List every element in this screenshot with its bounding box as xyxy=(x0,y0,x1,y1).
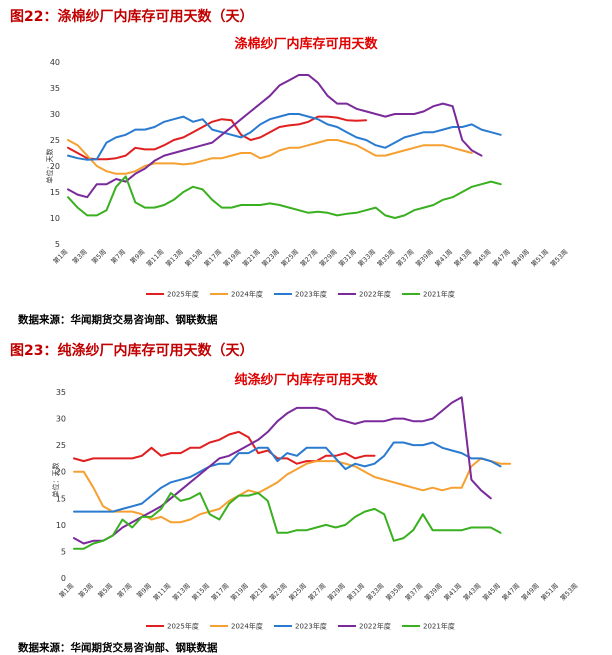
x-tick-label: 第43周 xyxy=(452,247,473,268)
y-tick-label: 25 xyxy=(50,136,60,145)
y-tick-label: 15 xyxy=(50,188,60,197)
y-tick-label: 30 xyxy=(56,415,66,424)
x-tick-label: 第33周 xyxy=(364,581,385,602)
x-tick-label: 第21周 xyxy=(240,247,261,268)
legend-label: 2022年度 xyxy=(359,290,391,299)
x-tick-label: 第23周 xyxy=(267,581,288,602)
x-tick-label: 第49周 xyxy=(519,581,540,602)
series-line xyxy=(73,430,376,465)
legend-label: 2024年度 xyxy=(231,622,263,631)
x-tick-label: 第49周 xyxy=(510,247,531,268)
x-tick-label: 第37周 xyxy=(403,581,424,602)
x-tick-label: 第9周 xyxy=(134,581,152,599)
x-tick-label: 第35周 xyxy=(375,247,396,268)
series-line xyxy=(73,492,502,550)
x-tick-label: 第17周 xyxy=(202,247,223,268)
y-tick-label: 5 xyxy=(61,547,66,556)
x-tick-label: 第39周 xyxy=(413,247,434,268)
y-tick-label: 25 xyxy=(56,441,66,450)
x-tick-label: 第31周 xyxy=(336,247,357,268)
x-tick-label: 第41周 xyxy=(442,581,463,602)
legend-label: 2021年度 xyxy=(423,290,455,299)
x-tick-label: 第47周 xyxy=(490,247,511,268)
x-tick-label: 第1周 xyxy=(51,247,69,265)
chart-pure-polyester-yarn: 纯涤纱厂内库存可用天数单位：天数05101520253035第1周 第3周 第5周第… xyxy=(51,372,579,631)
series-line xyxy=(73,441,502,513)
x-tick-label: 第3周 xyxy=(70,247,88,265)
x-tick-label: 第51周 xyxy=(529,247,550,268)
x-tick-label: 第41周 xyxy=(433,247,454,268)
x-tick-label: 第17周 xyxy=(209,581,230,602)
x-tick-label: 第29周 xyxy=(317,247,338,268)
y-tick-label: 20 xyxy=(56,468,66,477)
figure-23-title: 图23：纯涤纱厂内库存可用天数（天） xyxy=(10,343,254,359)
x-tick-label: 第25周 xyxy=(287,581,308,602)
legend-label: 2024年度 xyxy=(231,290,263,299)
y-tick-label: 15 xyxy=(56,494,66,503)
legend-label: 2025年度 xyxy=(167,622,199,631)
y-tick-label: 30 xyxy=(50,110,60,119)
x-tick-label: 第23周 xyxy=(260,247,281,268)
x-tick-label: 第53周 xyxy=(558,581,579,602)
chart-title: 纯涤纱厂内库存可用天数 xyxy=(234,372,378,388)
y-tick-label: 35 xyxy=(56,388,66,397)
x-tick-label: 第29周 xyxy=(325,581,346,602)
x-tick-label: 第5周 xyxy=(96,581,114,599)
x-tick-label: 第11周 xyxy=(144,247,165,268)
legend-label: 2023年度 xyxy=(295,290,327,299)
y-axis-label: 单位：天数 xyxy=(45,149,54,184)
x-tick-label: 第3周 xyxy=(76,581,94,599)
legend-label: 2023年度 xyxy=(295,622,327,631)
figure-23-source: 数据来源：华闻期货交易咨询部、钢联数据 xyxy=(18,642,218,654)
x-tick-label: 第25周 xyxy=(279,247,300,268)
x-tick-label: 第37周 xyxy=(394,247,415,268)
series-line xyxy=(67,113,502,161)
x-tick-label: 第11周 xyxy=(151,581,172,602)
figure-22-source: 数据来源：华闻期货交易咨询部、钢联数据 xyxy=(18,314,218,326)
y-tick-label: 35 xyxy=(50,84,60,93)
y-tick-label: 10 xyxy=(56,521,66,530)
series-line xyxy=(73,457,512,524)
x-tick-label: 第39周 xyxy=(422,581,443,602)
x-tick-label: 第15周 xyxy=(190,581,211,602)
x-tick-label: 第19周 xyxy=(221,247,242,268)
y-axis-label: 单位：天数 xyxy=(51,463,60,498)
x-tick-label: 第21周 xyxy=(248,581,269,602)
x-tick-label: 第53周 xyxy=(548,247,569,268)
x-tick-label: 第27周 xyxy=(298,247,319,268)
x-tick-label: 第7周 xyxy=(109,247,127,265)
y-tick-label: 40 xyxy=(50,58,60,67)
legend-label: 2022年度 xyxy=(359,622,391,631)
series-line xyxy=(67,74,483,199)
x-tick-label: 第13周 xyxy=(170,581,191,602)
chart-title: 涤棉纱厂内库存可用天数 xyxy=(234,36,378,52)
series-line xyxy=(67,115,368,161)
y-tick-label: 0 xyxy=(61,574,66,583)
x-tick-label: 第33周 xyxy=(356,247,377,268)
x-tick-label: 第15周 xyxy=(183,247,204,268)
y-tick-label: 5 xyxy=(55,240,60,249)
x-tick-label: 第51周 xyxy=(539,581,560,602)
x-tick-label: 第19周 xyxy=(228,581,249,602)
x-tick-label: 第13周 xyxy=(163,247,184,268)
series-line xyxy=(67,175,502,219)
legend-label: 2025年度 xyxy=(167,290,199,299)
x-tick-label: 第35周 xyxy=(384,581,405,602)
x-tick-label: 第31周 xyxy=(345,581,366,602)
y-tick-label: 20 xyxy=(50,162,60,171)
x-tick-label: 第47周 xyxy=(500,581,521,602)
x-tick-label: 第45周 xyxy=(480,581,501,602)
x-tick-label: 第5周 xyxy=(89,247,107,265)
x-tick-label: 第43周 xyxy=(461,581,482,602)
x-tick-label: 第7周 xyxy=(115,581,133,599)
series-line xyxy=(67,139,473,175)
figure-22-title: 图22：涤棉纱厂内库存可用天数（天） xyxy=(10,9,254,25)
x-tick-label: 第1周 xyxy=(57,581,75,599)
legend-label: 2021年度 xyxy=(423,622,455,631)
x-tick-label: 第27周 xyxy=(306,581,327,602)
x-tick-label: 第45周 xyxy=(471,247,492,268)
y-tick-label: 10 xyxy=(50,214,60,223)
